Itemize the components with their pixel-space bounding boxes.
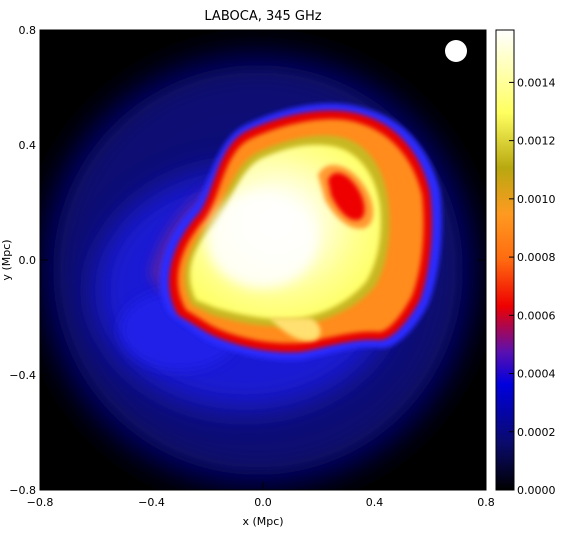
x-tick-label: 0.0 [254, 496, 272, 509]
colorbar [495, 29, 515, 491]
heatmap-plot-area [40, 30, 486, 490]
y-tick-label: −0.4 [9, 369, 36, 382]
x-axis-label: x (Mpc) [242, 515, 283, 528]
red-knot-core [328, 172, 365, 221]
lower-tail-emission [270, 318, 321, 341]
colorbar-frame [495, 29, 515, 491]
colorbar-tick-label: 0.0000 [517, 484, 556, 497]
colorbar-tick-label: 0.0014 [517, 76, 556, 89]
red-knot-group [318, 164, 374, 229]
colorbar-ticks: 0.0000 0.0002 0.0004 0.0006 0.0008 0.0010 0.00… [509, 76, 556, 497]
x-tick-label: 0.4 [366, 496, 384, 509]
y-tick-label: −0.8 [9, 484, 36, 497]
colorbar-tick-label: 0.0010 [517, 193, 556, 206]
y-tick-label: 0.8 [19, 24, 37, 37]
x-tick-label: −0.4 [138, 496, 165, 509]
y-axis-label: y (Mpc) [0, 239, 13, 280]
colorbar-tick-label: 0.0012 [517, 135, 556, 148]
y-tick-label: 0.0 [19, 254, 37, 267]
chart-title: LABOCA, 345 GHz [204, 9, 321, 24]
y-tick-label: 0.4 [19, 139, 37, 152]
x-tick-label: −0.8 [27, 496, 54, 509]
x-tick-label: 0.8 [477, 496, 495, 509]
colorbar-gradient-bar [496, 30, 514, 490]
beam-marker-icon [445, 40, 467, 62]
colorbar-tick-label: 0.0002 [517, 426, 556, 439]
white-core-emission [207, 192, 317, 288]
colorbar-tick-label: 0.0008 [517, 251, 556, 264]
colorbar-tick-label: 0.0006 [517, 309, 556, 322]
axis-ticks: −0.8 −0.4 0.0 0.4 0.8 −0.8 −0.4 0.0 0.4 0.8 [9, 24, 494, 509]
colorbar-tick-label: 0.0004 [517, 368, 556, 381]
